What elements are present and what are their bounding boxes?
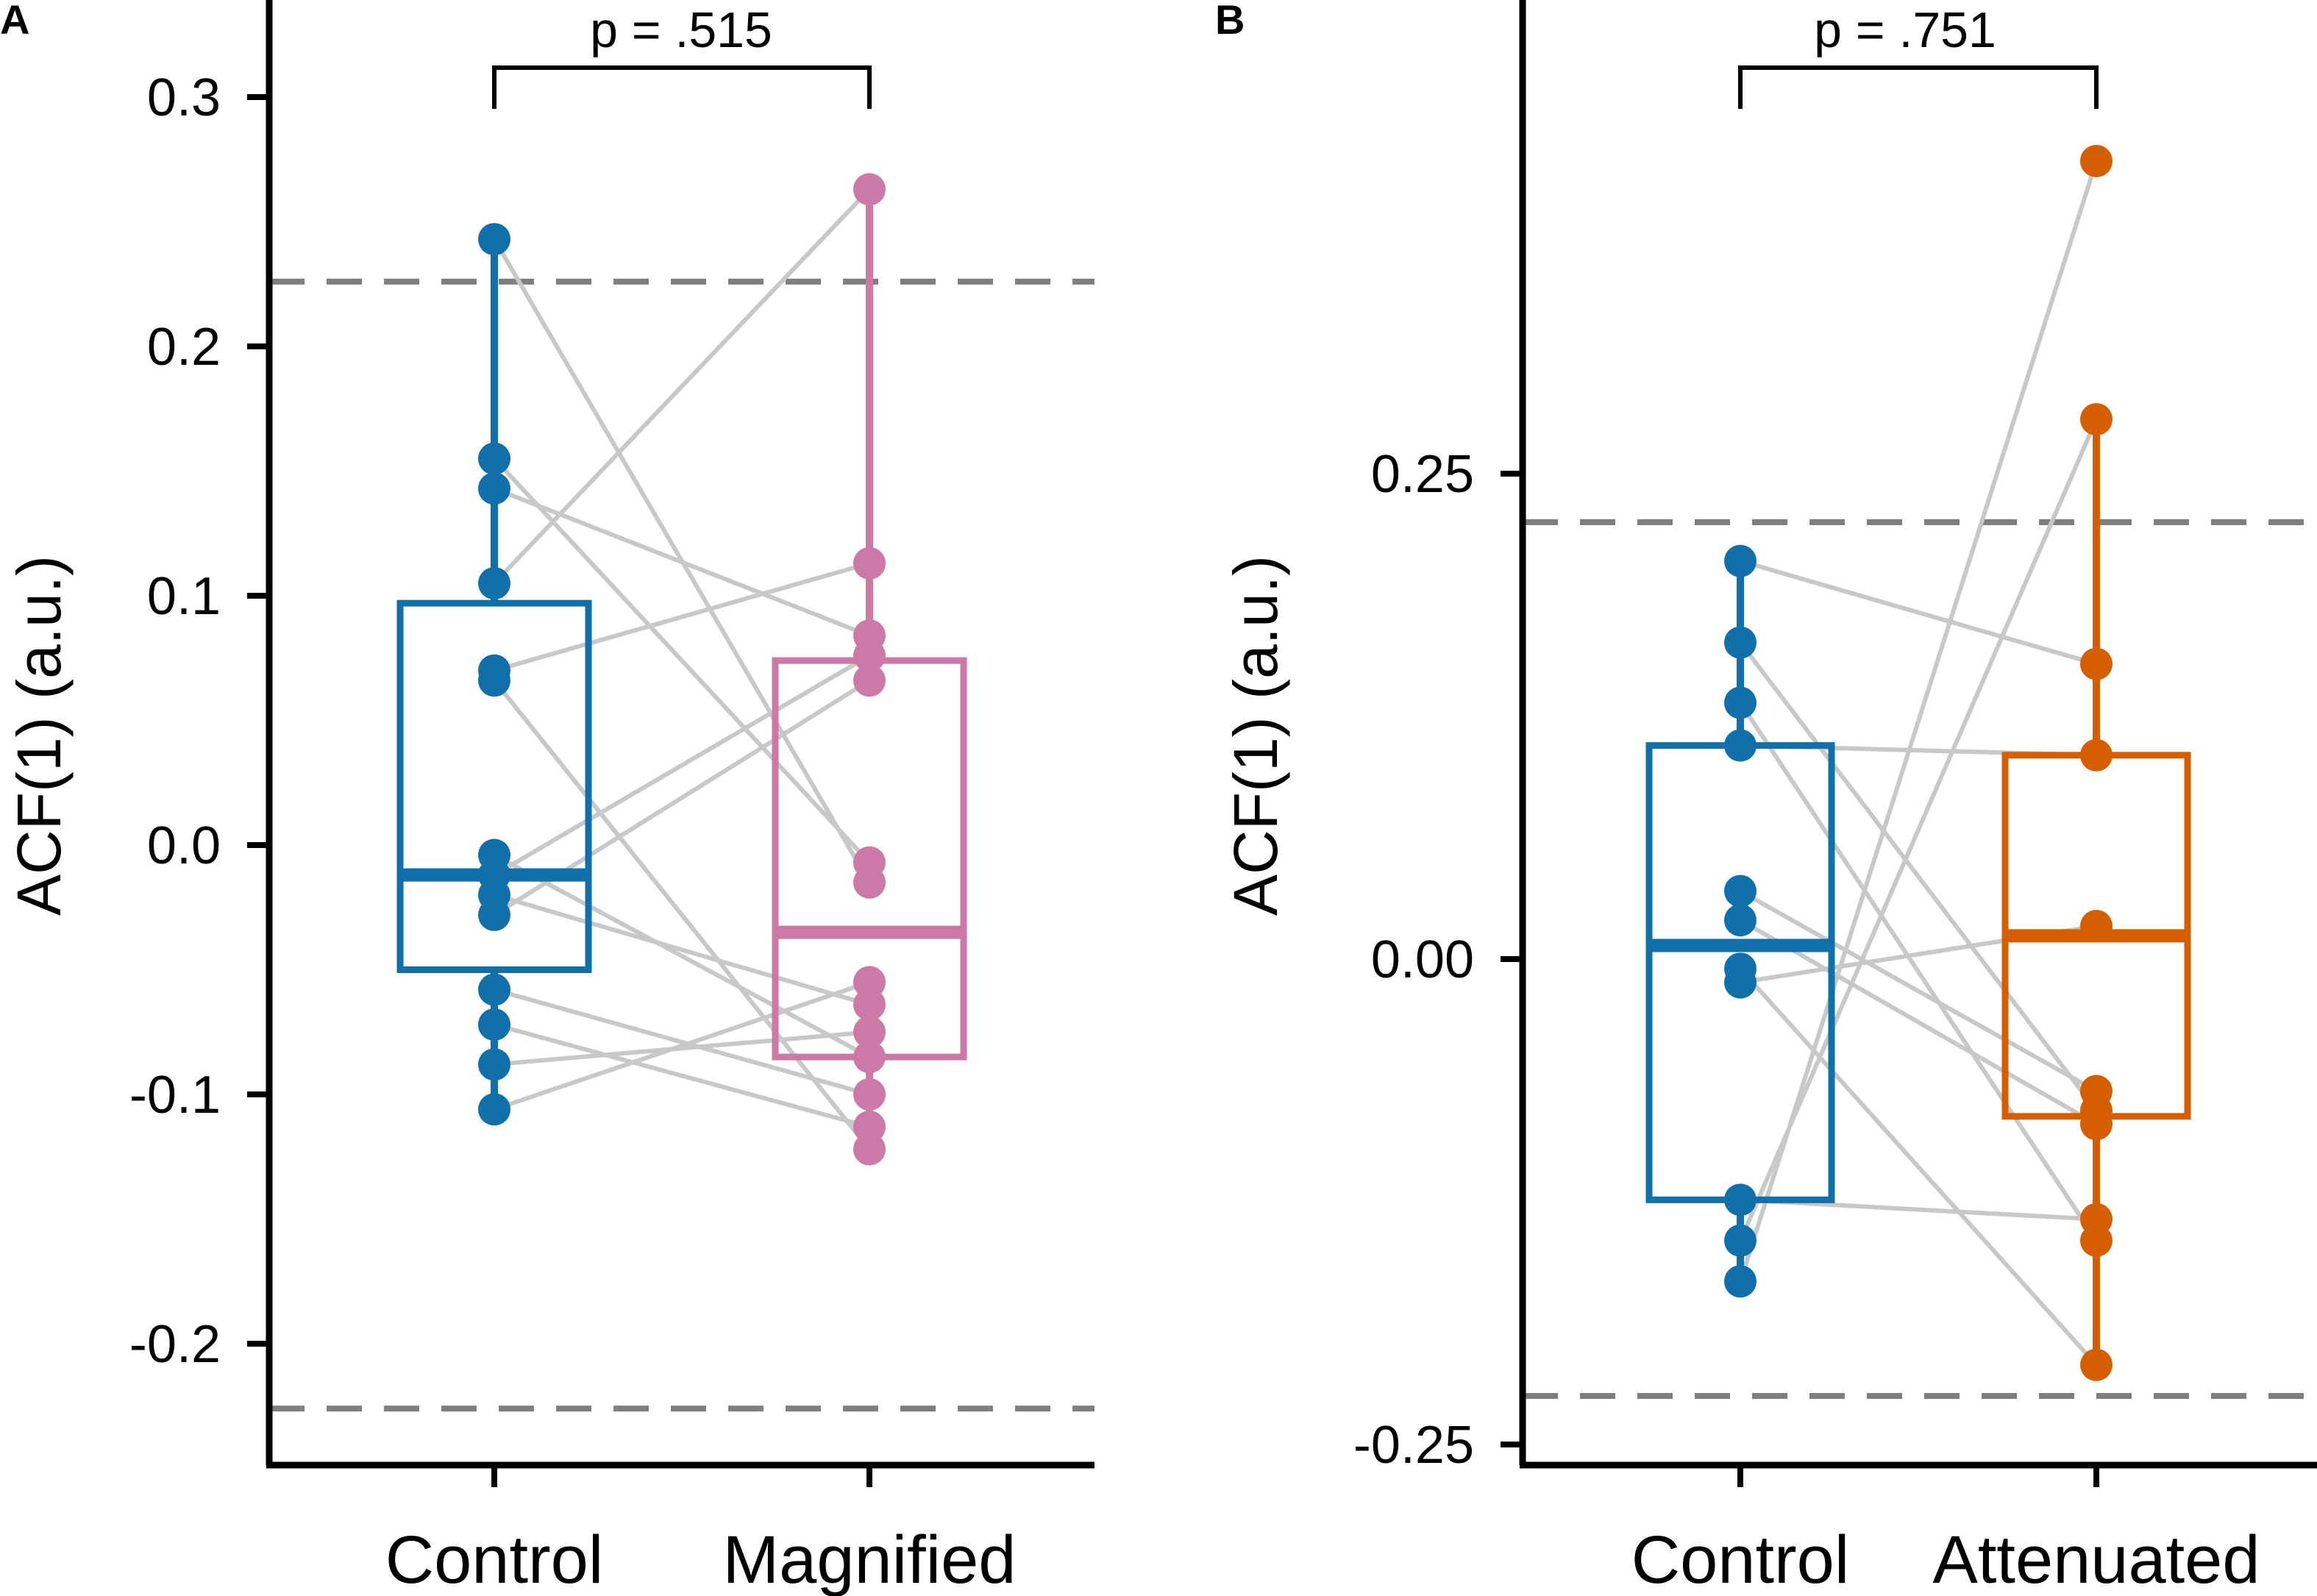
panel-a-data-point (853, 966, 886, 999)
panel-b-category-control: Control (1631, 1522, 1850, 1596)
panel-a-pair-line (492, 188, 872, 585)
panel-b-data-point (2080, 403, 2113, 436)
panel-a-data-point (853, 639, 886, 672)
panel-b-data-point (1724, 874, 1757, 908)
panel-b-data-point (1724, 966, 1757, 999)
panel-a-data-point (478, 567, 510, 600)
panel-b-pair-line (1738, 418, 2099, 1241)
panel-a-label: A (0, 0, 29, 43)
panel-b-data-point (1724, 626, 1757, 659)
panel-a-data-point (478, 664, 510, 697)
panel-b-pair-line (1739, 918, 2098, 1127)
panel-b-pair-line (1738, 967, 2099, 1367)
panel-b-data-point (1724, 1183, 1757, 1216)
panel-a-data-point (478, 1008, 510, 1041)
panel-a-data-point (853, 1133, 886, 1166)
panel-a-data-point (853, 846, 886, 879)
panel-a-pair-line (492, 457, 872, 864)
panel-a-data-point (478, 1048, 510, 1081)
panel-a-data-point (478, 973, 510, 1006)
panel-b-data-point (1724, 729, 1757, 762)
panel-a-data-point (478, 898, 510, 931)
panel-a-pair-line (493, 653, 871, 877)
panel-a-data-point (853, 546, 886, 580)
panel-b-data-point (1724, 544, 1757, 577)
panel-a-pair-line (494, 987, 870, 1097)
panel-a-y-axis-title: ACF(1) (a.u.) (4, 555, 74, 916)
panel-b-data-point (1724, 686, 1757, 719)
panel-a-data-point (853, 1111, 886, 1144)
panel-a-data-point (853, 988, 886, 1021)
panel-b-pair-line (1738, 641, 2099, 1112)
panel-b-data-point (2080, 647, 2113, 680)
panel-b-data-point (2080, 910, 2113, 943)
panel-b-y-tick-label: -0.25 (1353, 1416, 1474, 1475)
panel-a-data-point (478, 472, 510, 505)
panel-b-category-attenuated: Attenuated (1932, 1522, 2260, 1596)
panel-b-data-point (1724, 904, 1757, 937)
panel-b-data-point (1724, 1265, 1757, 1298)
panel-b-data-point (2080, 1203, 2113, 1236)
panel-a: A ACF(1) (a.u.) p = .515 Control Magnifi… (0, 0, 1095, 1596)
panel-a-pair-line (494, 892, 870, 1007)
panel-b: B ACF(1) (a.u.) p = .751 Control Attenua… (1215, 0, 2317, 1596)
panel-a-data-point (853, 664, 886, 697)
panel-a-y-tick-label: -0.2 (129, 1315, 221, 1374)
panel-a-y-tick-label: 0.1 (147, 567, 221, 626)
panel-a-data-point (853, 1041, 886, 1074)
panel-a-pair-line (494, 1030, 870, 1067)
panel-b-pair-line (1739, 888, 2098, 1094)
panel-a-pair-line (493, 852, 871, 1059)
panel-b-label: B (1215, 0, 1245, 43)
panel-a-y-tick-label: 0.3 (147, 68, 221, 127)
panel-b-pair-line (1740, 558, 2097, 666)
panel-b-pair-line (1738, 701, 2099, 1242)
panel-a-pair-line (492, 679, 872, 1151)
panel-a-pair-line (494, 561, 870, 673)
panel-a-data-point (478, 1093, 510, 1126)
panel-b-data-point (2080, 1108, 2113, 1141)
panel-b-data-point (2080, 144, 2113, 177)
panel-a-data-point (853, 173, 886, 206)
panel-a-significance-bracket (492, 65, 872, 109)
panel-b-data-point (2080, 738, 2113, 772)
panel-b-pair-line (1738, 160, 2099, 1283)
panel-a-pair-line (494, 980, 870, 1112)
panel-a-category-magnified: Magnified (723, 1522, 1017, 1596)
panel-b-data-point (1724, 1224, 1757, 1257)
panel-a-y-tick-label: 0.0 (147, 816, 221, 875)
panel-b-y-tick-label: 0.00 (1371, 930, 1474, 989)
panel-a-box (396, 599, 592, 973)
panel-a-category-control: Control (385, 1522, 604, 1596)
panel-a-data-point (478, 442, 510, 475)
panel-a-y-tick-label: 0.2 (147, 318, 221, 377)
panel-a-y-tick-label: -0.1 (129, 1066, 221, 1125)
panel-b-y-axis-title: ACF(1) (a.u.) (1221, 555, 1290, 916)
panel-a-data-point (478, 223, 510, 256)
panel-a-p-value: p = .515 (590, 2, 772, 58)
panel-b-p-value: p = .751 (1814, 2, 1996, 58)
panel-a-data-point (853, 1078, 886, 1111)
panel-b-y-tick-label: 0.25 (1371, 445, 1474, 504)
panel-b-significance-bracket (1738, 65, 2099, 109)
panel-a-pair-line (494, 1022, 870, 1129)
panel-b-data-point (2080, 1075, 2113, 1108)
panel-a-data-point (853, 1016, 886, 1049)
panel-a-pair-line (493, 486, 871, 638)
panel-b-data-point (2080, 1348, 2113, 1381)
